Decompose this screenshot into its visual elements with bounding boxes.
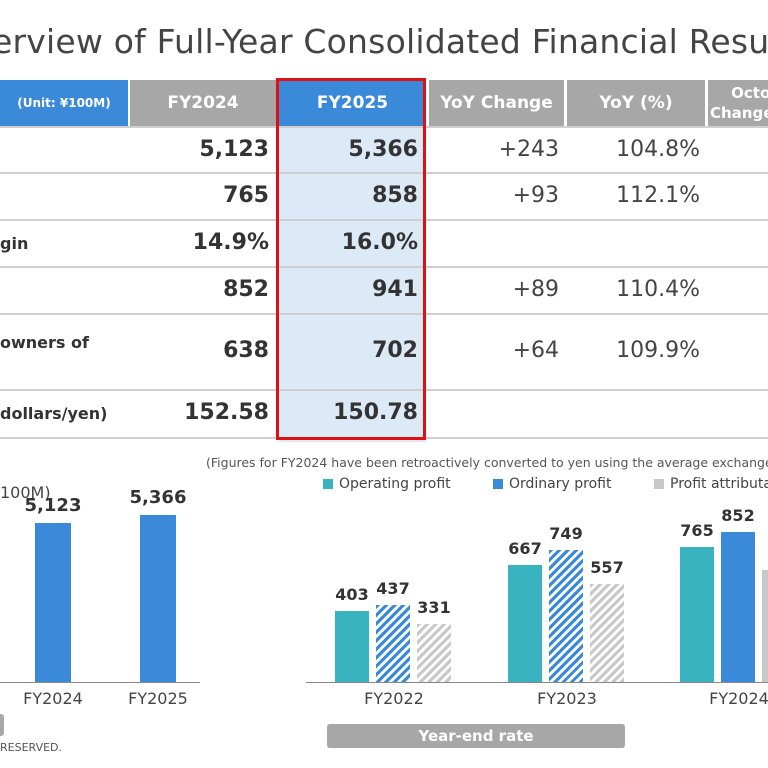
page-title: erview of Full-Year Consolidated Financi… bbox=[0, 22, 768, 61]
profit-bar-value: 6 bbox=[744, 544, 768, 563]
header-october-line2: Change bbox=[710, 104, 768, 122]
row-divider bbox=[0, 126, 768, 128]
profit-category-label: FY2024 bbox=[709, 689, 768, 708]
legend-label: Ordinary profit bbox=[509, 476, 612, 492]
unit-header: (Unit: ¥100M) bbox=[0, 80, 128, 126]
fy2025-highlight-border bbox=[276, 78, 426, 440]
legend-swatch bbox=[323, 479, 333, 489]
revenue-bar bbox=[35, 522, 71, 682]
profit-bar bbox=[721, 532, 755, 682]
revenue-bar-value: 5,366 bbox=[129, 487, 187, 508]
cell-yoy-change: +93 bbox=[512, 183, 559, 208]
row-divider bbox=[0, 219, 768, 221]
legend-swatch bbox=[654, 479, 664, 489]
legend-label: Profit attributa bbox=[670, 476, 768, 492]
revenue-bar bbox=[140, 515, 176, 682]
cell-yoy-change: +89 bbox=[512, 277, 559, 302]
cell-fy2025: 858 bbox=[372, 183, 418, 208]
cell-fy2025: 150.78 bbox=[333, 400, 418, 425]
header-yoy-pct: YoY (%) bbox=[567, 80, 705, 126]
profit-bar-value: 403 bbox=[335, 585, 369, 605]
cell-fy2025: 941 bbox=[372, 277, 418, 302]
revenue-category-label: FY2025 bbox=[128, 689, 188, 708]
row-divider bbox=[0, 172, 768, 174]
cell-fy2025: 5,366 bbox=[348, 137, 418, 162]
header-october-change: Octo Change bbox=[708, 80, 768, 126]
legend-ordinary-profit: Ordinary profit bbox=[493, 476, 611, 492]
header-fy2025: FY2025 bbox=[279, 80, 426, 126]
profit-bar bbox=[335, 611, 369, 682]
cell-yoy-change: +64 bbox=[512, 338, 559, 363]
profit-bar bbox=[508, 564, 542, 682]
cell-yoy-pct: 112.1% bbox=[616, 183, 700, 208]
legend-profit-attributable: Profit attributa bbox=[654, 476, 768, 492]
profit-bar-value: 667 bbox=[508, 538, 542, 558]
header-yoy-change: YoY Change bbox=[429, 80, 564, 126]
cell-fy2024: 638 bbox=[223, 338, 269, 363]
cell-fy2024: 852 bbox=[223, 277, 269, 302]
fy2025-highlight bbox=[279, 80, 426, 442]
row-label-owners: owners of bbox=[0, 333, 89, 352]
header-fy2024: FY2024 bbox=[130, 80, 276, 126]
left-chart-axis bbox=[0, 682, 200, 683]
cell-yoy-change: +243 bbox=[498, 137, 559, 162]
profit-bar-value: 331 bbox=[417, 597, 451, 617]
legend-label: Operating profit bbox=[339, 476, 451, 492]
copyright: RESERVED. bbox=[0, 741, 63, 754]
profit-bar-value: 557 bbox=[590, 557, 624, 577]
cell-fy2025: 702 bbox=[372, 338, 418, 363]
header-october-line1: Octo bbox=[731, 84, 768, 102]
cell-yoy-pct: 109.9% bbox=[616, 338, 700, 363]
profit-bar bbox=[549, 550, 583, 682]
row-label-margin: gin bbox=[0, 234, 29, 253]
profit-bar-value: 765 bbox=[680, 521, 714, 541]
cell-fy2025: 16.0% bbox=[341, 230, 418, 255]
right-chart-axis bbox=[306, 682, 768, 683]
profit-bar-value: 852 bbox=[721, 506, 755, 525]
legend-operating-profit: Operating profit bbox=[323, 476, 451, 492]
footnote: (Figures for FY2024 have been retroactiv… bbox=[206, 455, 768, 470]
profit-bar-value: 749 bbox=[549, 524, 583, 544]
cell-fy2024: 152.58 bbox=[184, 400, 269, 425]
profit-bar-value: 437 bbox=[376, 579, 410, 599]
profit-category-label: FY2022 bbox=[364, 689, 424, 708]
profit-bar bbox=[376, 605, 410, 682]
profit-bar bbox=[590, 583, 624, 682]
row-label-exchange-rate: dollars/yen) bbox=[0, 404, 108, 423]
left-chart-unit: 100M) bbox=[0, 483, 51, 502]
cell-fy2024: 5,123 bbox=[199, 137, 269, 162]
profit-bar bbox=[417, 623, 451, 682]
profit-category-label: FY2023 bbox=[537, 689, 597, 708]
revenue-bar-value: 5,123 bbox=[24, 494, 82, 516]
left-pill bbox=[0, 714, 4, 736]
profit-bar bbox=[680, 547, 714, 682]
year-end-rate-label: Year-end rate bbox=[327, 724, 625, 748]
row-divider bbox=[0, 389, 768, 391]
row-divider bbox=[0, 266, 768, 268]
revenue-category-label: FY2024 bbox=[23, 689, 83, 708]
cell-fy2024: 14.9% bbox=[192, 230, 269, 255]
profit-bar bbox=[762, 569, 768, 682]
row-divider bbox=[0, 313, 768, 315]
cell-fy2024: 765 bbox=[223, 183, 269, 208]
cell-yoy-pct: 110.4% bbox=[616, 277, 700, 302]
legend-swatch bbox=[493, 479, 503, 489]
cell-yoy-pct: 104.8% bbox=[616, 137, 700, 162]
